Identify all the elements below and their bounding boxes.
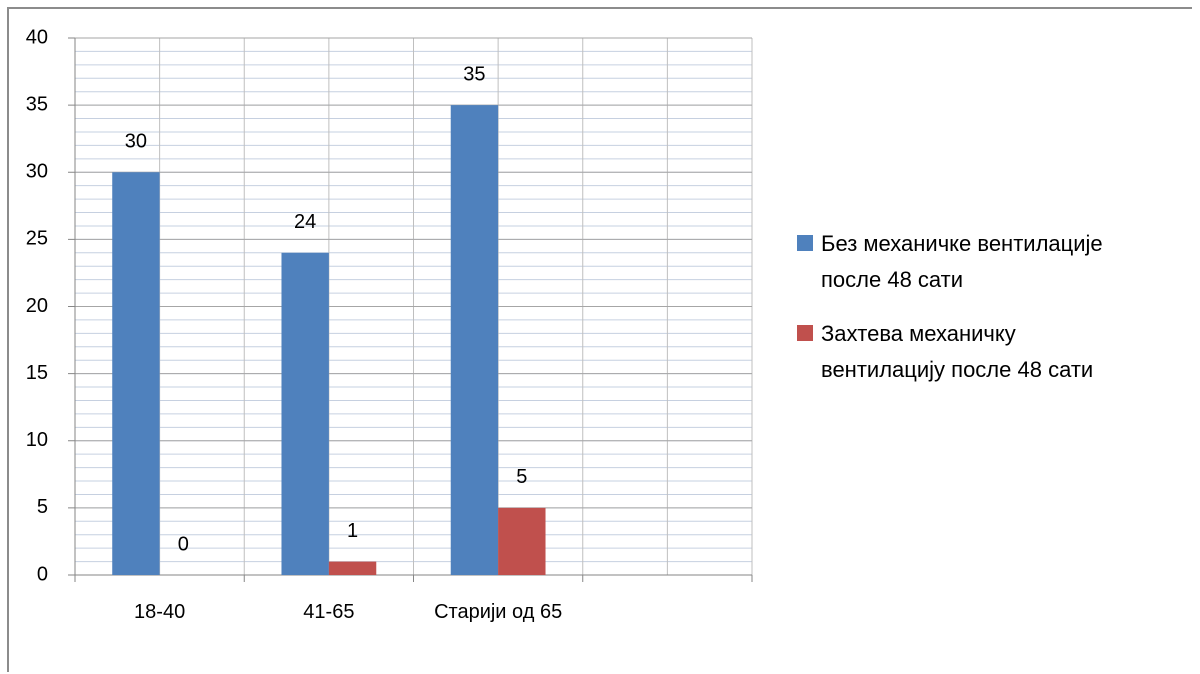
- y-tick-label: 20: [26, 295, 48, 317]
- legend: Без механичке вентилације после 48 сати З…: [797, 226, 1157, 406]
- x-tick-label: 41-65: [303, 601, 355, 623]
- data-label: 1: [347, 520, 358, 542]
- x-tick-label: 18-40: [134, 601, 186, 623]
- data-label: 0: [178, 533, 189, 555]
- data-label: 24: [294, 211, 316, 233]
- y-tick-label: 35: [26, 93, 48, 115]
- data-label: 35: [463, 63, 485, 85]
- y-tick-label: 30: [26, 161, 48, 183]
- legend-swatch: [797, 235, 813, 251]
- legend-label: Без механичке вентилације после 48 сати: [821, 231, 1103, 292]
- bar: [450, 105, 499, 575]
- frame: [7, 7, 1192, 672]
- bar: [281, 252, 329, 576]
- legend-swatch: [797, 325, 813, 341]
- data-label: 30: [125, 131, 147, 153]
- data-label: 5: [516, 466, 527, 488]
- x-tick-label: Старији од 65: [434, 601, 563, 623]
- legend-label: Захтева механичку вентилацију после 48 с…: [821, 321, 1094, 382]
- bar: [328, 561, 377, 575]
- y-tick-label: 25: [26, 228, 48, 250]
- y-tick-label: 10: [26, 429, 48, 451]
- legend-item: Без механичке вентилације после 48 сати: [797, 226, 1157, 298]
- y-tick-label: 40: [26, 26, 48, 48]
- legend-item: Захтева механичку вентилацију после 48 с…: [797, 316, 1157, 388]
- y-tick-label: 0: [37, 563, 48, 585]
- bar: [112, 172, 160, 575]
- y-tick-label: 15: [26, 362, 48, 384]
- y-tick-label: 5: [37, 496, 48, 518]
- bar: [498, 507, 546, 575]
